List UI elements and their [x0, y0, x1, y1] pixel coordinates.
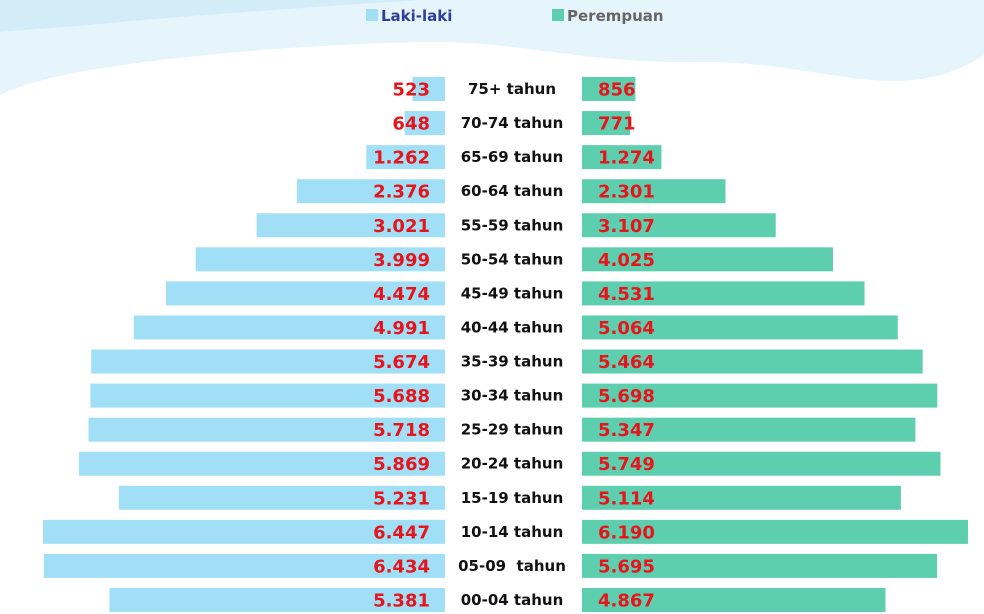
- category-label: 40-44 tahun: [461, 318, 564, 336]
- bar: [582, 349, 923, 374]
- bar: [90, 383, 446, 408]
- bar: [582, 383, 938, 408]
- value-label: 5.695: [598, 556, 655, 577]
- legend-swatch: [366, 9, 378, 21]
- value-label: 6.434: [373, 556, 430, 577]
- bar: [91, 349, 445, 374]
- background-wave: [0, 0, 420, 32]
- value-label: 5.718: [373, 420, 430, 441]
- category-label: 30-34 tahun: [461, 387, 564, 405]
- bar: [582, 111, 631, 136]
- bar: [88, 417, 446, 442]
- value-label: 4.531: [598, 284, 655, 305]
- value-label: 6.190: [598, 522, 655, 543]
- bar: [404, 111, 445, 136]
- value-label: 648: [392, 114, 430, 135]
- category-label: 05-09 tahun: [458, 557, 566, 575]
- value-label: 5.114: [598, 488, 655, 509]
- bar: [582, 247, 833, 272]
- value-label: 4.474: [373, 284, 430, 305]
- value-label: 6.447: [373, 522, 430, 543]
- category-label: 55-59 tahun: [461, 216, 564, 234]
- value-label: 2.376: [373, 182, 430, 203]
- value-label: 5.347: [598, 420, 655, 441]
- category-label: 60-64 tahun: [461, 182, 564, 200]
- bar: [582, 417, 916, 442]
- bar: [79, 451, 445, 476]
- bar: [582, 179, 726, 204]
- category-label: 25-29 tahun: [461, 421, 564, 439]
- category-label: 70-74 tahun: [461, 114, 564, 132]
- bar: [133, 315, 445, 340]
- category-label: 75+ tahun: [468, 80, 556, 98]
- legend-label: Perempuan: [567, 7, 664, 25]
- bar: [118, 485, 445, 510]
- bar: [43, 519, 445, 544]
- value-label: 4.025: [598, 250, 655, 271]
- background-wave: [0, 0, 984, 95]
- bar: [412, 77, 445, 101]
- bar: [582, 519, 968, 544]
- category-label: 35-39 tahun: [461, 353, 564, 371]
- bar: [582, 145, 662, 170]
- bar: [296, 179, 445, 204]
- value-label: 5.688: [373, 386, 430, 407]
- legend-label: Laki-laki: [381, 7, 452, 25]
- value-label: 5.381: [373, 591, 430, 612]
- value-label: 1.274: [598, 148, 655, 169]
- value-label: 4.991: [373, 318, 430, 339]
- bar: [582, 553, 938, 578]
- legend-swatch: [552, 9, 564, 21]
- category-label: 50-54 tahun: [461, 250, 564, 268]
- category-label: 10-14 tahun: [461, 523, 564, 541]
- bar: [256, 213, 445, 238]
- category-label: 65-69 tahun: [461, 148, 564, 166]
- value-label: 1.262: [373, 148, 430, 169]
- bar: [366, 145, 445, 170]
- category-label: 00-04 tahun: [461, 591, 564, 609]
- bar: [166, 281, 446, 306]
- value-label: 771: [598, 114, 636, 135]
- value-label: 4.867: [598, 591, 655, 612]
- bar: [582, 451, 941, 476]
- category-label: 15-19 tahun: [461, 489, 564, 507]
- bar: [582, 485, 901, 510]
- category-label: 20-24 tahun: [461, 455, 564, 473]
- value-label: 3.021: [373, 216, 430, 237]
- bar: [582, 213, 776, 238]
- value-label: 5.749: [598, 454, 655, 475]
- bar: [582, 77, 636, 101]
- value-label: 5.064: [598, 318, 655, 339]
- bar: [582, 588, 886, 612]
- value-label: 3.999: [373, 250, 430, 271]
- bar: [582, 315, 898, 340]
- category-label: 45-49 tahun: [461, 284, 564, 302]
- value-label: 523: [392, 80, 430, 101]
- value-label: 3.107: [598, 216, 655, 237]
- bar: [43, 553, 445, 578]
- value-label: 5.698: [598, 386, 655, 407]
- value-label: 5.231: [373, 488, 430, 509]
- value-label: 5.464: [598, 352, 655, 373]
- value-label: 2.301: [598, 182, 655, 203]
- value-label: 5.869: [373, 454, 430, 475]
- bar: [109, 588, 446, 612]
- bar: [195, 247, 445, 272]
- value-label: 856: [598, 80, 636, 101]
- bar: [582, 281, 865, 306]
- value-label: 5.674: [373, 352, 430, 373]
